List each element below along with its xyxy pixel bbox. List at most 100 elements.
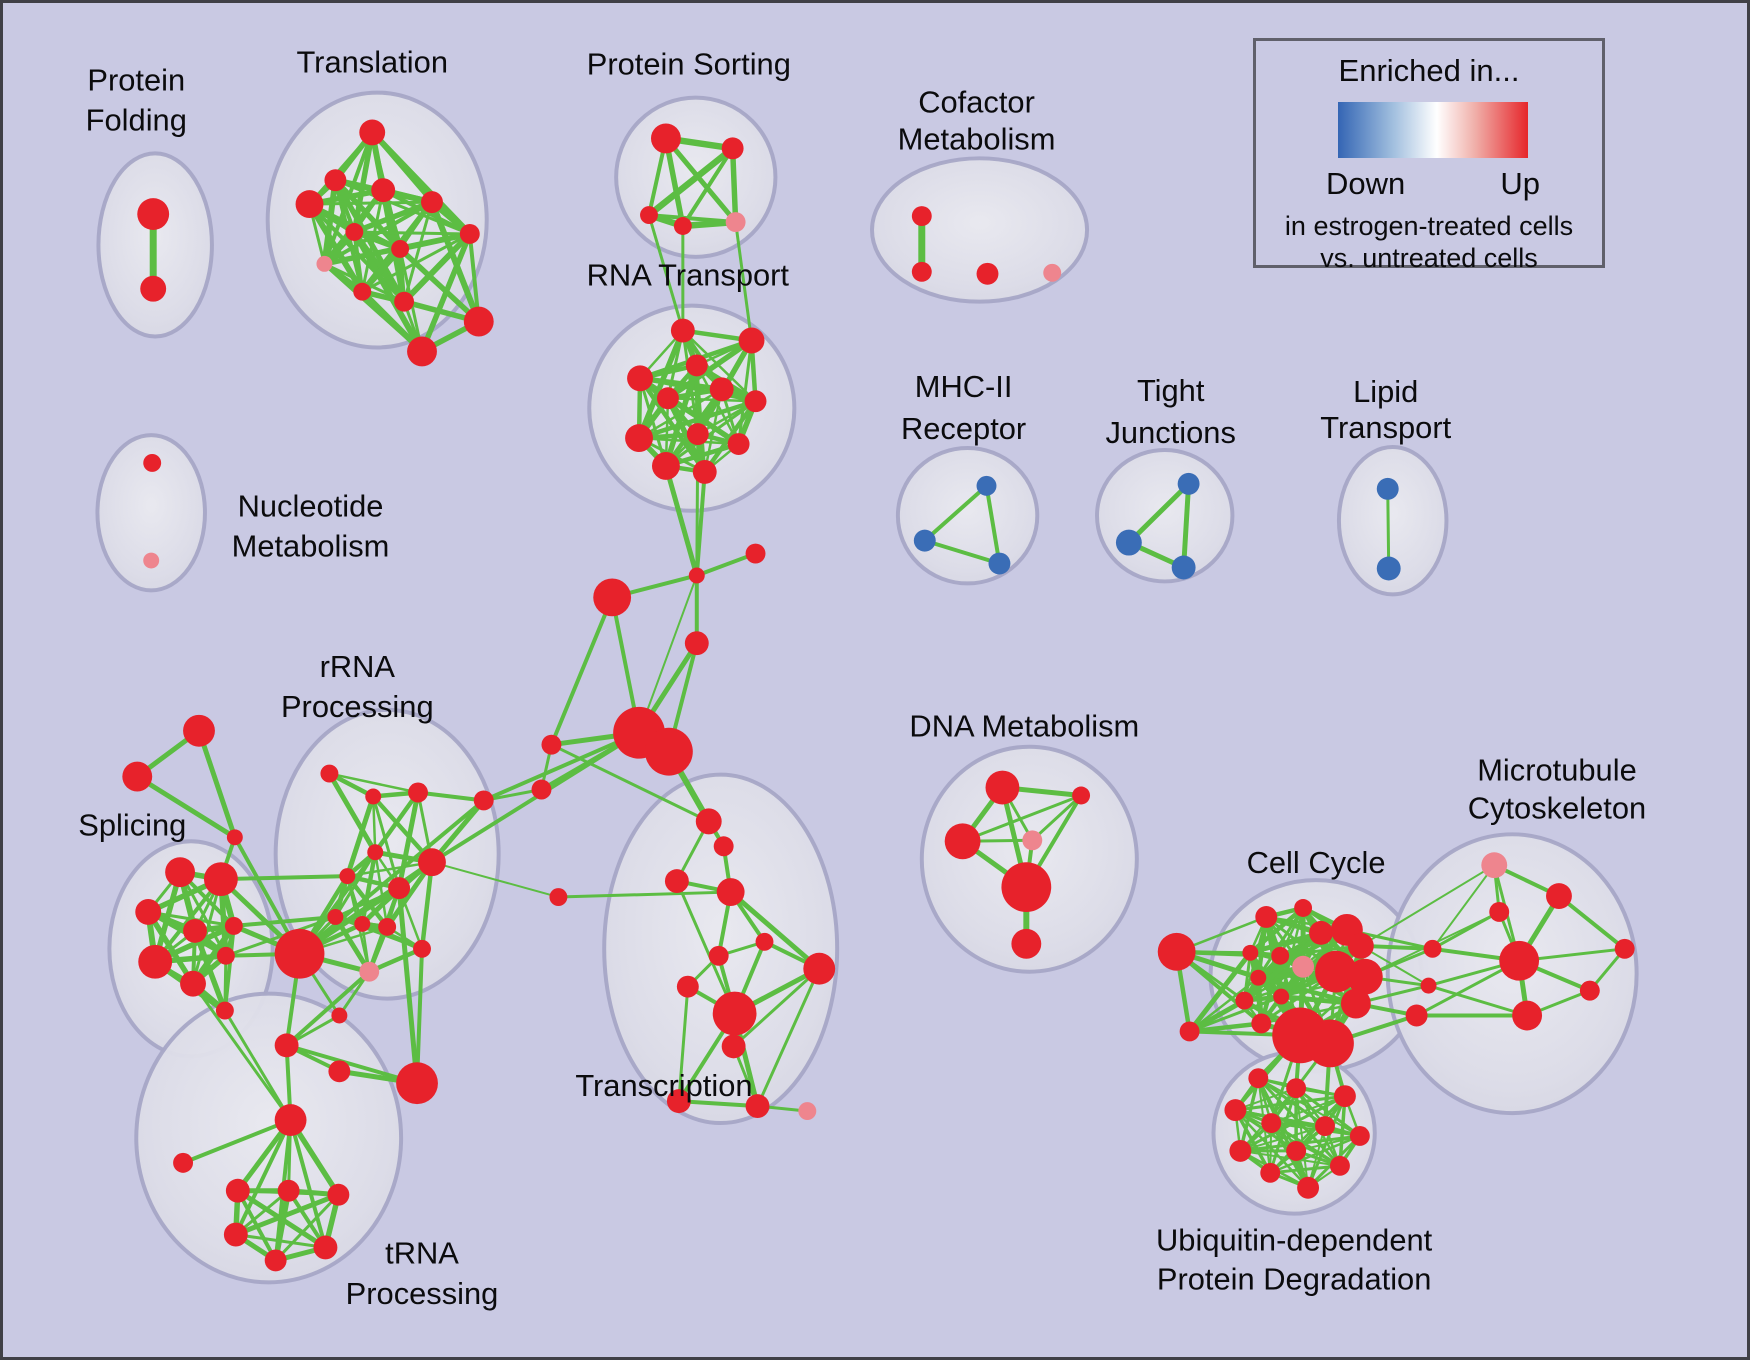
edge-ps1-ps2 <box>645 145 736 219</box>
edge-tc10-tc11 <box>676 1099 760 1109</box>
node-rt8 <box>686 423 709 446</box>
edge-tr7-tr9 <box>360 232 472 294</box>
node-tc6 <box>708 945 729 966</box>
node-tc7 <box>676 975 699 998</box>
node-rr11 <box>413 939 431 958</box>
cluster-label-transcription: Transcription <box>575 1068 752 1103</box>
node-cc11 <box>1309 920 1333 945</box>
node-m2 <box>396 1062 438 1105</box>
node-tr7 <box>459 224 480 244</box>
node-mt3 <box>1499 940 1540 981</box>
edge-rr1-rr3 <box>371 795 377 854</box>
edge-rr0-rr3 <box>326 771 378 855</box>
node-tn2 <box>327 1183 350 1206</box>
node-tr2 <box>295 190 324 219</box>
node-rr7 <box>327 908 344 925</box>
node-sp6 <box>216 946 235 965</box>
legend-gradient-bar <box>1338 102 1528 158</box>
node-ub5 <box>1315 1116 1335 1136</box>
edge-cc1-cc8 <box>1187 998 1247 1034</box>
edge-rr1-rr5 <box>371 794 401 890</box>
node-tc11 <box>745 1094 770 1119</box>
edge-ps1-ps4 <box>729 145 739 225</box>
node-rr6 <box>418 848 446 877</box>
edge-ps4-rt1 <box>734 220 754 342</box>
node-mt1 <box>1546 883 1572 909</box>
edge-dm1-dm2 <box>961 793 1083 843</box>
node-cc15 <box>1346 958 1383 995</box>
edge-ta0-ta2 <box>196 728 238 840</box>
edge-c0-h0 <box>481 730 642 803</box>
edge-m2-rr11 <box>415 946 424 1086</box>
node-rr1 <box>365 788 382 805</box>
node-ub6 <box>1349 1126 1370 1146</box>
node-rt0 <box>670 318 695 343</box>
node-mt5 <box>1579 980 1600 1001</box>
edge-mh0-mh1 <box>922 483 989 543</box>
node-rr3 <box>367 844 384 861</box>
edge-c1-tc0 <box>549 743 711 823</box>
edge-rt5-rt7 <box>637 388 723 440</box>
node-tr6 <box>391 239 410 258</box>
node-ps2 <box>640 206 658 225</box>
node-x1 <box>1420 977 1437 994</box>
edge-ub9-ub10 <box>1268 1164 1342 1175</box>
node-cc9 <box>1273 988 1290 1005</box>
edge-rt10-j0 <box>663 463 700 578</box>
edge-tn2-tn3 <box>233 1192 341 1238</box>
edge-tr5-tr12 <box>351 228 425 355</box>
node-mh0 <box>976 475 997 496</box>
cluster-label-mhc-ii-receptor: Receptor <box>901 411 1026 446</box>
node-cc6 <box>1292 955 1315 978</box>
node-rr4 <box>339 868 356 885</box>
node-cf0 <box>911 206 932 227</box>
legend-extremes: Down Up <box>1326 166 1540 202</box>
node-cf1 <box>911 261 932 282</box>
node-j1 <box>745 543 766 564</box>
node-cc1 <box>1179 1021 1200 1042</box>
node-sp7 <box>180 970 206 997</box>
edge-tr5-tr7 <box>352 230 472 236</box>
node-dm3 <box>1022 830 1043 851</box>
edge-rr1-rr4 <box>344 793 376 879</box>
node-rr8 <box>354 915 371 932</box>
edge-rr6-rr11 <box>419 859 435 952</box>
node-tc3 <box>716 878 745 906</box>
edge-tn3-tn5 <box>234 1233 327 1249</box>
edge-rr5-rr7 <box>334 886 401 919</box>
cluster-label-translation: Translation <box>296 45 448 80</box>
node-tnh <box>274 1104 307 1136</box>
edge-cc13-mt0 <box>1359 864 1496 947</box>
cluster-label-rna-transport: RNA Transport <box>587 258 790 293</box>
edge-tr1-tr8 <box>321 177 339 267</box>
node-j2 <box>593 578 632 617</box>
node-lt1 <box>1376 556 1401 581</box>
cluster-label-splicing: Splicing <box>78 807 186 842</box>
node-rt4 <box>656 387 679 410</box>
node-cc8 <box>1235 991 1254 1010</box>
legend-title: Enriched in... <box>1338 53 1520 88</box>
edge-rr3-rr9 <box>373 850 389 929</box>
node-tr0 <box>359 119 386 146</box>
node-rrh <box>274 928 325 979</box>
edge-ub2-ub3 <box>1233 1094 1347 1112</box>
node-tr12 <box>407 336 437 367</box>
node-m3 <box>331 1007 348 1024</box>
node-x2 <box>1405 1004 1428 1027</box>
node-cf2 <box>976 262 999 285</box>
node-ps4 <box>725 212 746 232</box>
node-tr11 <box>463 306 494 337</box>
edge-tr4-tr11 <box>428 199 482 325</box>
edge-cc8-cc11 <box>1241 930 1324 1004</box>
cluster-label-microtubule-cytoskeleton: Microtubule <box>1477 753 1637 788</box>
node-tn1 <box>277 1179 300 1202</box>
cluster-label-cofactor-metabolism: Cofactor <box>918 85 1035 120</box>
edge-tnh-tn3 <box>233 1118 293 1237</box>
edge-ta1-ta2 <box>134 774 238 840</box>
edge-j0-h0 <box>638 574 698 734</box>
node-tr5 <box>345 223 364 241</box>
edge-cc13-x1 <box>1359 944 1430 987</box>
edge-tc2-tc8 <box>675 879 737 1016</box>
edge-sp7-tnh <box>191 982 293 1122</box>
